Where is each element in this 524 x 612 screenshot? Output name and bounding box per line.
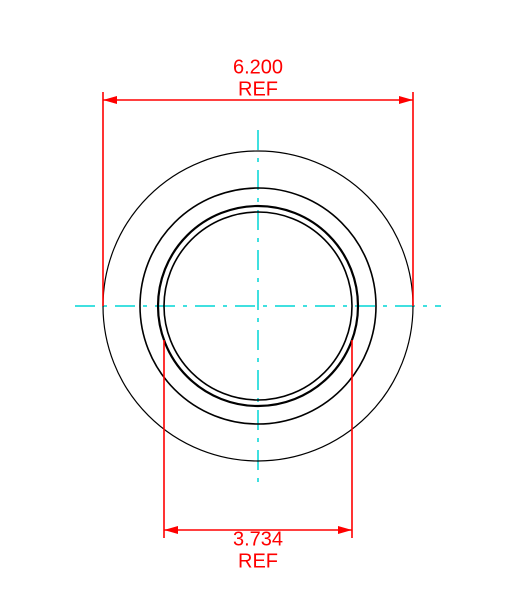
dim-bot-arrow-left-icon (164, 526, 178, 534)
dim-bot-value: 3.734 (233, 528, 283, 550)
dim-bot-arrow-right-icon (338, 526, 352, 534)
dim-bot-ref: REF (238, 550, 278, 572)
drawing-canvas: 6.200 REF 3.734 REF (0, 0, 524, 612)
dim-top-value: 6.200 (233, 56, 283, 78)
dim-top-arrow-left-icon (103, 96, 117, 104)
dim-top-ref: REF (238, 78, 278, 100)
dim-top-arrow-right-icon (399, 96, 413, 104)
